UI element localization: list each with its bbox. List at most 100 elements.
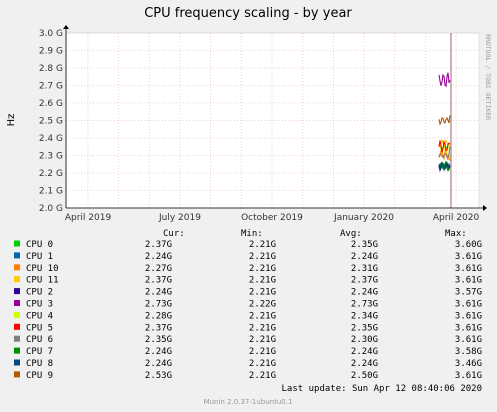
y-tick-label: 2.6 G (39, 99, 63, 109)
x-tick-label: April 2019 (65, 213, 112, 223)
legend-cur-value: 2.53G (145, 371, 172, 381)
legend-swatch (14, 347, 20, 354)
legend-cur-value: 2.37G (145, 240, 172, 250)
legend: Cur: Min: Avg: Max: CPU 0 2.37G 2.21G 2.35G… (14, 229, 482, 381)
legend-avg-value: 2.73G (351, 300, 378, 310)
x-tick-label: January 2020 (333, 213, 394, 223)
x-tick-label: October 2019 (241, 213, 303, 223)
plot-area (65, 32, 480, 209)
legend-series-name: CPU 0 (26, 240, 53, 250)
series-line (438, 146, 451, 159)
y-tick-label: 2.5 G (39, 117, 63, 127)
y-tick-label: 2.3 G (39, 152, 63, 162)
legend-min-value: 2.21G (249, 335, 276, 345)
legend-avg-value: 2.35G (351, 323, 378, 333)
legend-max-value: 3.61G (455, 264, 482, 274)
legend-series-name: CPU 8 (26, 359, 53, 369)
legend-avg-value: 2.24G (351, 359, 378, 369)
legend-series-name: CPU 11 (26, 276, 59, 286)
rrdtool-credit: RRDTOOL / TOBI OETIKER (484, 34, 492, 120)
legend-header-min: Min: (241, 229, 263, 239)
y-tick-label: 2.9 G (39, 47, 63, 57)
legend-avg-value: 2.31G (351, 264, 378, 274)
legend-min-value: 2.21G (249, 311, 276, 321)
legend-max-value: 3.61G (455, 311, 482, 321)
y-tick-label: 2.4 G (39, 134, 63, 144)
legend-swatch (14, 300, 20, 306)
legend-cur-value: 2.24G (145, 252, 172, 262)
y-tick-label: 2.1 G (39, 187, 63, 197)
legend-swatch (14, 276, 20, 283)
y-tick-label: 2.7 G (39, 82, 63, 92)
legend-max-value: 3.46G (455, 359, 482, 369)
legend-max-value: 3.61G (455, 276, 482, 286)
series-line (438, 162, 451, 170)
series-line (438, 139, 451, 153)
legend-cur-value: 2.24G (145, 347, 172, 357)
legend-avg-value: 2.37G (351, 276, 378, 286)
legend-cur-value: 2.73G (145, 300, 172, 310)
legend-avg-value: 2.24G (351, 252, 378, 262)
legend-swatch (14, 335, 20, 342)
y-tick-label: 2.0 G (39, 204, 63, 214)
legend-max-value: 3.57G (455, 288, 482, 298)
axis-ticks: 2.0 G 2.1 G 2.2 G 2.3 G 2.4 G 2.5 G 2.6 G 2.7 G… (39, 25, 487, 223)
legend-cur-value: 2.24G (145, 359, 172, 369)
legend-max-value: 3.58G (455, 347, 482, 357)
legend-header-cur: Cur: (163, 229, 185, 239)
legend-avg-value: 2.24G (351, 347, 378, 357)
legend-max-value: 3.61G (455, 323, 482, 333)
y-tick-label: 2.2 G (39, 169, 63, 179)
legend-avg-value: 2.34G (351, 311, 378, 321)
legend-header-max: Max: (445, 229, 467, 239)
legend-max-value: 3.61G (455, 300, 482, 310)
legend-min-value: 2.21G (249, 359, 276, 369)
chart-title: CPU frequency scaling - by year (144, 6, 352, 21)
legend-series-name: CPU 9 (26, 371, 53, 381)
legend-min-value: 2.21G (249, 276, 276, 286)
legend-min-value: 2.21G (249, 323, 276, 333)
y-axis-label: Hz (6, 114, 17, 127)
y-tick-label: 3.0 G (39, 29, 63, 39)
legend-cur-value: 2.35G (145, 335, 172, 345)
legend-cur-value: 2.27G (145, 264, 172, 274)
legend-min-value: 2.21G (249, 347, 276, 357)
legend-swatch (14, 240, 20, 247)
legend-max-value: 3.60G (455, 240, 482, 250)
series-line (438, 72, 451, 88)
legend-max-value: 3.61G (455, 371, 482, 381)
munin-footer: Munin 2.0.37-1ubuntu0.1 (204, 398, 293, 406)
legend-series-name: CPU 4 (26, 311, 53, 321)
y-tick-label: 2.8 G (39, 64, 63, 74)
y-axis-arrow (63, 25, 69, 29)
legend-max-value: 3.61G (455, 252, 482, 262)
legend-avg-value: 2.24G (351, 288, 378, 298)
legend-min-value: 2.21G (249, 252, 276, 262)
grid (66, 32, 479, 209)
legend-avg-value: 2.35G (351, 240, 378, 250)
legend-series-name: CPU 6 (26, 335, 53, 345)
legend-avg-value: 2.50G (351, 371, 378, 381)
legend-swatch (14, 359, 20, 366)
legend-min-value: 2.21G (249, 264, 276, 274)
x-tick-label: July 2019 (158, 213, 201, 223)
legend-swatch (14, 311, 20, 318)
legend-min-value: 2.21G (249, 240, 276, 250)
series-line (438, 115, 451, 126)
legend-series-name: CPU 1 (26, 252, 53, 262)
legend-swatch (14, 252, 20, 259)
legend-swatch (14, 371, 20, 378)
legend-series-name: CPU 10 (26, 264, 59, 274)
legend-series-name: CPU 5 (26, 323, 53, 333)
legend-swatch (14, 323, 20, 330)
legend-min-value: 2.21G (249, 288, 276, 298)
legend-series-name: CPU 7 (26, 347, 53, 357)
legend-cur-value: 2.37G (145, 276, 172, 286)
series-lines (438, 72, 451, 173)
legend-avg-value: 2.30G (351, 335, 378, 345)
legend-swatch (14, 264, 20, 271)
x-axis-arrow (483, 205, 487, 211)
legend-min-value: 2.21G (249, 371, 276, 381)
legend-series-name: CPU 3 (26, 300, 53, 310)
